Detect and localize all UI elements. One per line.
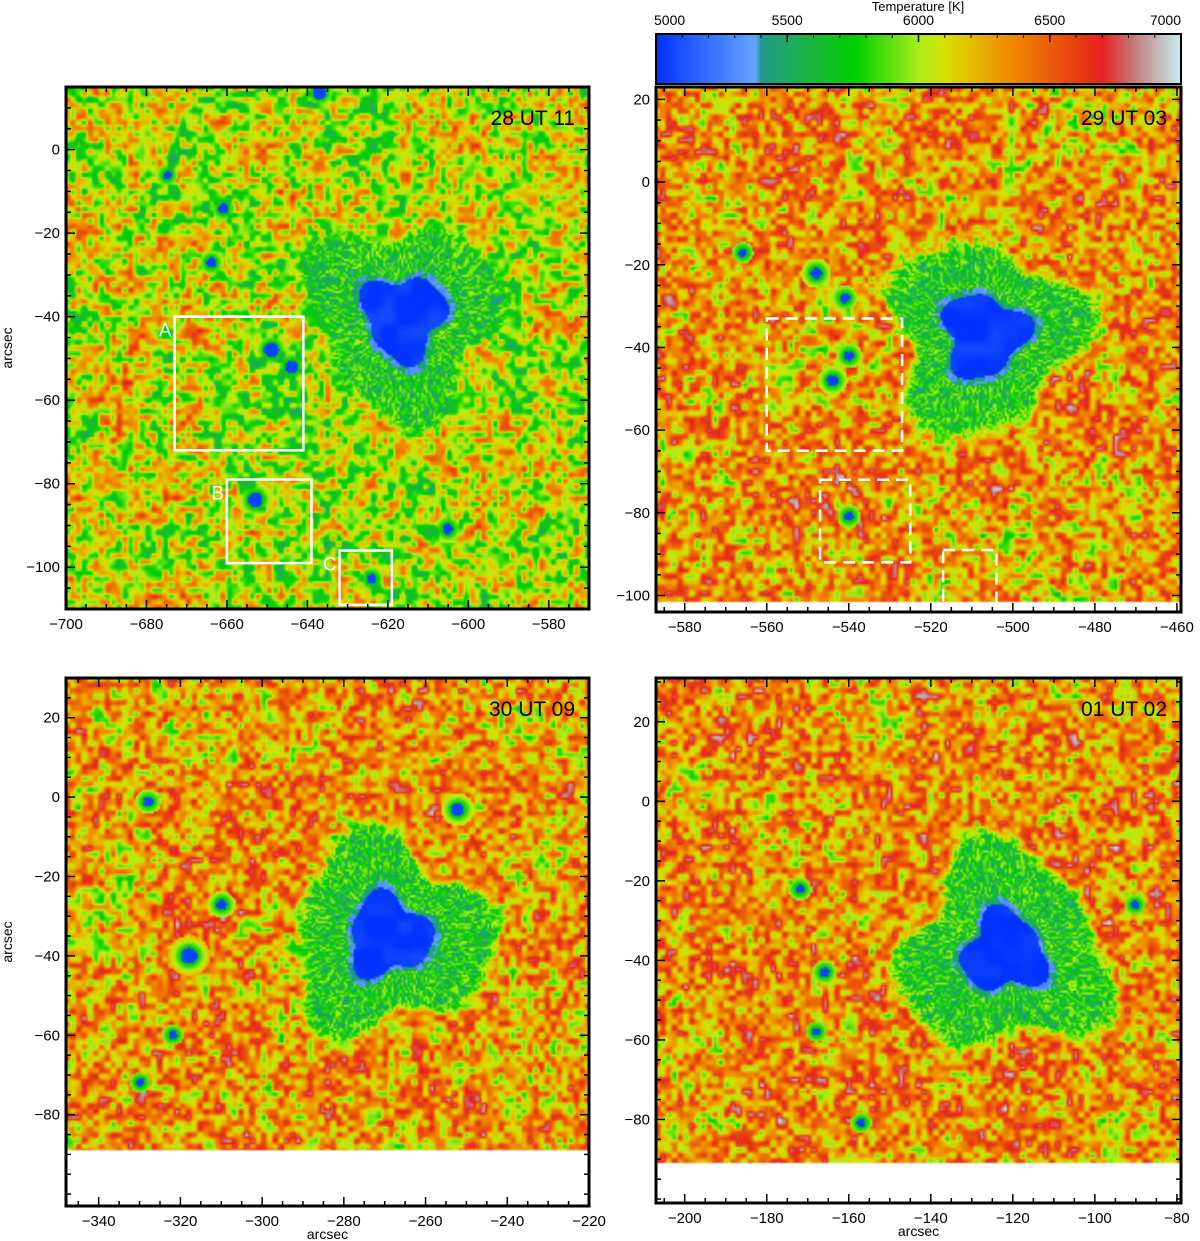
region-box: [173, 315, 305, 452]
region-box-label: B: [211, 484, 224, 505]
y-tick-label: 0: [52, 142, 60, 159]
panel-title: 28 UT 11: [491, 107, 575, 130]
x-tick-label: −300: [245, 1213, 279, 1230]
x-axis-label: arcsec: [898, 1223, 939, 1239]
y-tick-label: −100: [616, 587, 650, 604]
x-tick-label: −500: [996, 619, 1030, 636]
y-tick-label: −20: [625, 873, 650, 890]
temperature-map: [66, 678, 589, 1206]
x-tick-label: −320: [164, 1213, 198, 1230]
y-tick-label: −40: [625, 339, 650, 356]
x-tick-label: −540: [832, 619, 866, 636]
y-tick-label: −60: [35, 392, 60, 409]
y-tick-label: 0: [52, 789, 60, 806]
colorbar: Temperature [K] 5000 5500 6000 6500 7000: [654, 0, 1182, 85]
x-tick-label: −80: [1164, 1210, 1189, 1227]
x-tick-label: −100: [1078, 1210, 1112, 1227]
x-axis-label: arcsec: [307, 1226, 348, 1241]
colorbar-gradient: [655, 33, 1182, 85]
x-tick-label: −700: [49, 616, 83, 633]
panel-title: 29 UT 03: [1081, 107, 1167, 130]
colorbar-ticks: [655, 34, 1182, 42]
y-tick-label: −80: [625, 505, 650, 522]
y-tick-label: −40: [625, 952, 650, 969]
plot-frame: [64, 676, 591, 1208]
x-tick-label: −680: [130, 616, 164, 633]
y-tick-label: −80: [35, 1107, 60, 1124]
x-tick-label: −240: [490, 1213, 524, 1230]
temperature-map: [656, 678, 1181, 1203]
temperature-map: [66, 87, 589, 609]
y-axis-label: arcsec: [0, 327, 15, 368]
region-box: [338, 549, 394, 607]
colorbar-tick-label: 5000: [654, 12, 685, 28]
region-box-label: A: [159, 321, 172, 342]
x-tick-label: −140: [914, 1210, 948, 1227]
y-tick-label: −80: [625, 1111, 650, 1128]
region-box: [765, 317, 904, 453]
y-tick-label: −80: [35, 476, 60, 493]
region-box: [225, 478, 313, 565]
panel-01-ut-02: 01 UT 02 −200 −180 −160 −140 −120 −100 −80 20 0 −2…: [625, 676, 1190, 1239]
y-tick-label: 20: [633, 91, 650, 108]
y-tick-label: −40: [35, 309, 60, 326]
plot-frame: [654, 85, 1183, 614]
x-tick-label: −280: [327, 1213, 361, 1230]
x-tick-label: −580: [532, 616, 566, 633]
y-tick-label: −60: [35, 1027, 60, 1044]
y-axis-label: arcsec: [0, 921, 15, 962]
x-tick-label: −180: [750, 1210, 784, 1227]
x-tick-label: −580: [668, 619, 702, 636]
x-tick-label: −160: [832, 1210, 866, 1227]
colorbar-tick-labels: 5000 5500 6000 6500 7000: [654, 12, 1181, 28]
y-tick-label: 0: [642, 793, 650, 810]
y-tick-label: −20: [35, 868, 60, 885]
colorbar-tick-label: 7000: [1150, 12, 1181, 28]
region-box: [818, 478, 912, 564]
x-tick-label: −460: [1160, 619, 1194, 636]
region-box-label: C: [323, 555, 337, 576]
x-tick-label: −480: [1078, 619, 1112, 636]
y-tick-label: −60: [625, 1032, 650, 1049]
x-tick-label: −260: [409, 1213, 443, 1230]
panel-28-ut-11: A B C 28 UT 11 −700 −680 −660 −640 −620 −600 −580 0…: [0, 85, 591, 633]
y-tick-label: −40: [35, 948, 60, 965]
colorbar-tick-label: 5500: [772, 12, 803, 28]
temperature-map: [656, 87, 1181, 612]
x-tick-label: −660: [210, 616, 244, 633]
panel-title: 30 UT 09: [489, 698, 575, 721]
panel-29-ut-03: 29 UT 03 −580 −560 −540 −520 −500 −480 −460 20 0 −…: [616, 85, 1194, 636]
x-tick-label: −120: [996, 1210, 1030, 1227]
y-tick-label: −20: [35, 225, 60, 242]
y-tick-label: −60: [625, 422, 650, 439]
y-tick-label: −20: [625, 257, 650, 274]
colorbar-tick-label: 6000: [903, 12, 934, 28]
x-tick-label: −620: [371, 616, 405, 633]
y-tick-label: 20: [43, 710, 60, 727]
y-tick-label: −100: [26, 559, 60, 576]
colorbar-label: Temperature [K]: [872, 0, 965, 14]
y-tick-label: 20: [633, 714, 650, 731]
x-tick-label: −340: [82, 1213, 116, 1230]
region-box: [941, 548, 998, 610]
x-tick-label: −600: [451, 616, 485, 633]
y-tick-label: 0: [642, 174, 650, 191]
x-tick-label: −560: [750, 619, 784, 636]
x-tick-label: −200: [668, 1210, 702, 1227]
colorbar-tick-label: 6500: [1034, 12, 1065, 28]
x-tick-label: −640: [290, 616, 324, 633]
x-tick-label: −220: [572, 1213, 606, 1230]
panel-title: 01 UT 02: [1081, 698, 1167, 721]
panel-30-ut-09: 30 UT 09 −340 −320 −300 −280 −260 −240 −220 20 0 −…: [0, 676, 606, 1241]
x-tick-label: −520: [914, 619, 948, 636]
